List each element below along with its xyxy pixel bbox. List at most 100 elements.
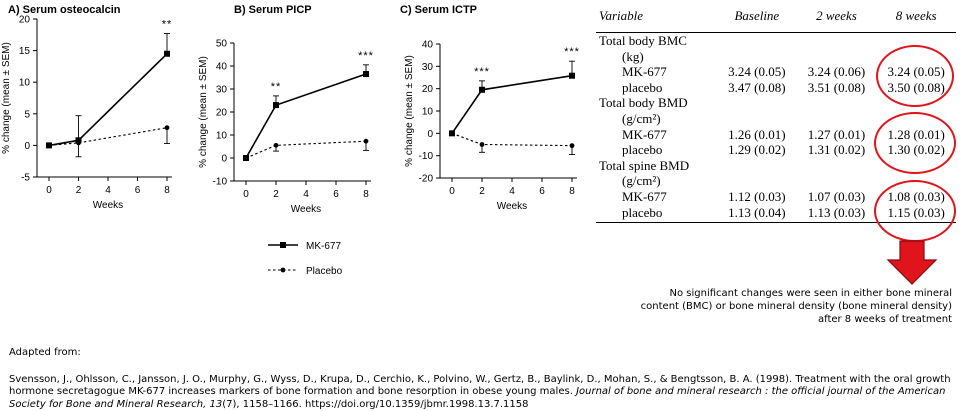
table-row: (g/cm²) — [596, 173, 956, 189]
row-label: (g/cm²) — [622, 173, 661, 189]
placebo-point — [569, 143, 575, 149]
highlight-ring-body-bmd — [874, 112, 956, 174]
row-label: (kg) — [622, 48, 644, 64]
x-axis-label: Weeks — [93, 200, 123, 211]
x-tick-label: 8 — [164, 185, 170, 196]
x-tick-label: 8 — [569, 186, 575, 197]
x-tick-label: 6 — [333, 189, 339, 200]
table-cell: 3.47 (0.08) — [728, 79, 786, 95]
significance-marker: *** — [564, 46, 580, 58]
legend-placebo-label: Placebo — [306, 266, 343, 277]
x-tick-label: 0 — [449, 186, 455, 197]
column-header: Variable — [596, 0, 717, 33]
citation-authors-title: Svensson, J., Ohlsson, C., Jansson, J. O… — [9, 374, 951, 398]
mk677-point — [363, 71, 369, 78]
table-row: Total body BMD — [596, 95, 956, 111]
y-tick-label: 40 — [422, 40, 434, 51]
placebo-point — [479, 142, 485, 147]
y-tick-label: 30 — [216, 85, 228, 96]
highlight-ring-spine-bmd — [874, 180, 956, 242]
citation-issue-doi: (7), 1158–1166. https://doi.org/10.1359/… — [222, 398, 529, 410]
table-row: Total spine BMD — [596, 158, 956, 174]
y-axis-label: % change (mean ± SEM) — [1, 42, 12, 154]
y-tick-label: 5 — [24, 109, 30, 120]
adapted-from-label: Adapted from: — [9, 347, 81, 358]
x-tick-label: 2 — [76, 185, 82, 196]
y-tick-label: 40 — [216, 62, 228, 73]
legend-mk677-marker — [280, 242, 286, 248]
table-cell — [797, 95, 877, 111]
table-row: (kg) — [596, 49, 956, 65]
y-tick-label: 10 — [422, 107, 434, 118]
table-cell — [717, 111, 797, 127]
citation-journal: Journal of bone and mineral research : t… — [9, 386, 946, 410]
column-header: 8 weeks — [876, 0, 956, 33]
x-tick-label: 4 — [105, 185, 111, 196]
table-cell: 1.07 (0.03) — [807, 188, 866, 204]
legend-mk677-label: MK-677 — [306, 241, 341, 252]
y-tick-label: 10 — [19, 78, 31, 89]
y-tick-label: 50 — [216, 39, 228, 50]
row-label: placebo — [622, 142, 663, 158]
mk677-point — [479, 86, 485, 93]
y-tick-label: 10 — [216, 131, 228, 142]
x-tick-label: 4 — [509, 186, 515, 197]
chart-title: B) Serum PICP — [234, 4, 312, 16]
mk677-point — [164, 50, 170, 57]
significance-marker: ** — [162, 19, 173, 31]
mk677-point — [569, 72, 575, 79]
row-label: placebo — [622, 79, 663, 95]
chart-title: C) Serum ICTP — [400, 4, 477, 16]
table-cell: 1.13 (0.04) — [717, 204, 797, 223]
citation: Svensson, J., Ohlsson, C., Jansson, J. O… — [9, 374, 959, 411]
placebo-point — [273, 142, 279, 148]
row-label: MK-677 — [622, 126, 667, 142]
table-cell — [797, 173, 877, 189]
x-tick-label: 4 — [303, 189, 309, 200]
table-row: Total body BMC — [596, 33, 956, 49]
y-tick-label: -20 — [419, 174, 434, 185]
table-cell: 3.51 (0.08) — [807, 79, 866, 95]
table-cell — [717, 95, 797, 111]
significance-marker: ** — [271, 81, 282, 93]
table-cell: 1.12 (0.03) — [728, 188, 786, 204]
placebo-point — [164, 125, 170, 131]
x-tick-label: 6 — [539, 186, 545, 197]
mk677-series-line — [245, 73, 367, 159]
y-tick-label: 20 — [216, 108, 228, 119]
table-row: (g/cm²) — [596, 111, 956, 127]
row-label: Total spine BMD — [599, 157, 690, 173]
table-cell: 1.13 (0.03) — [796, 204, 877, 223]
row-label: MK-677 — [622, 188, 667, 204]
table-cell: 1.27 (0.01) — [807, 126, 866, 142]
y-tick-label: -5 — [21, 173, 30, 184]
annotation-note: No significant changes were seen in eith… — [640, 288, 952, 325]
table-cell: 1.29 (0.02) — [728, 142, 786, 158]
table-cell — [797, 158, 877, 174]
x-tick-label: 0 — [243, 189, 249, 200]
table-cell — [797, 33, 877, 49]
row-label: MK-677 — [622, 64, 667, 80]
y-tick-label: 20 — [19, 15, 31, 26]
row-label: placebo — [596, 204, 717, 223]
table-cell — [717, 33, 797, 49]
table-cell: 3.24 (0.06) — [807, 64, 866, 80]
row-label: Total body BMD — [599, 95, 688, 111]
x-tick-label: 0 — [46, 185, 52, 196]
column-header: 2 weeks — [796, 0, 877, 33]
table-cell — [717, 173, 797, 189]
mk677-point — [273, 102, 279, 109]
mk677-series-line — [451, 74, 573, 134]
red-down-arrow-icon — [886, 240, 938, 285]
table-cell: 1.31 (0.02) — [807, 142, 866, 158]
table-cell — [797, 49, 877, 65]
mk677-series-line — [48, 53, 168, 147]
table-cell — [797, 111, 877, 127]
x-tick-label: 2 — [479, 186, 485, 197]
y-tick-label: 15 — [19, 46, 31, 57]
placebo-series-line — [245, 140, 367, 159]
x-tick-label: 6 — [135, 185, 141, 196]
y-tick-label: 20 — [422, 84, 434, 95]
table-cell: 3.24 (0.05) — [728, 64, 786, 80]
y-axis-label: % change (mean ± SEM) — [404, 55, 415, 167]
